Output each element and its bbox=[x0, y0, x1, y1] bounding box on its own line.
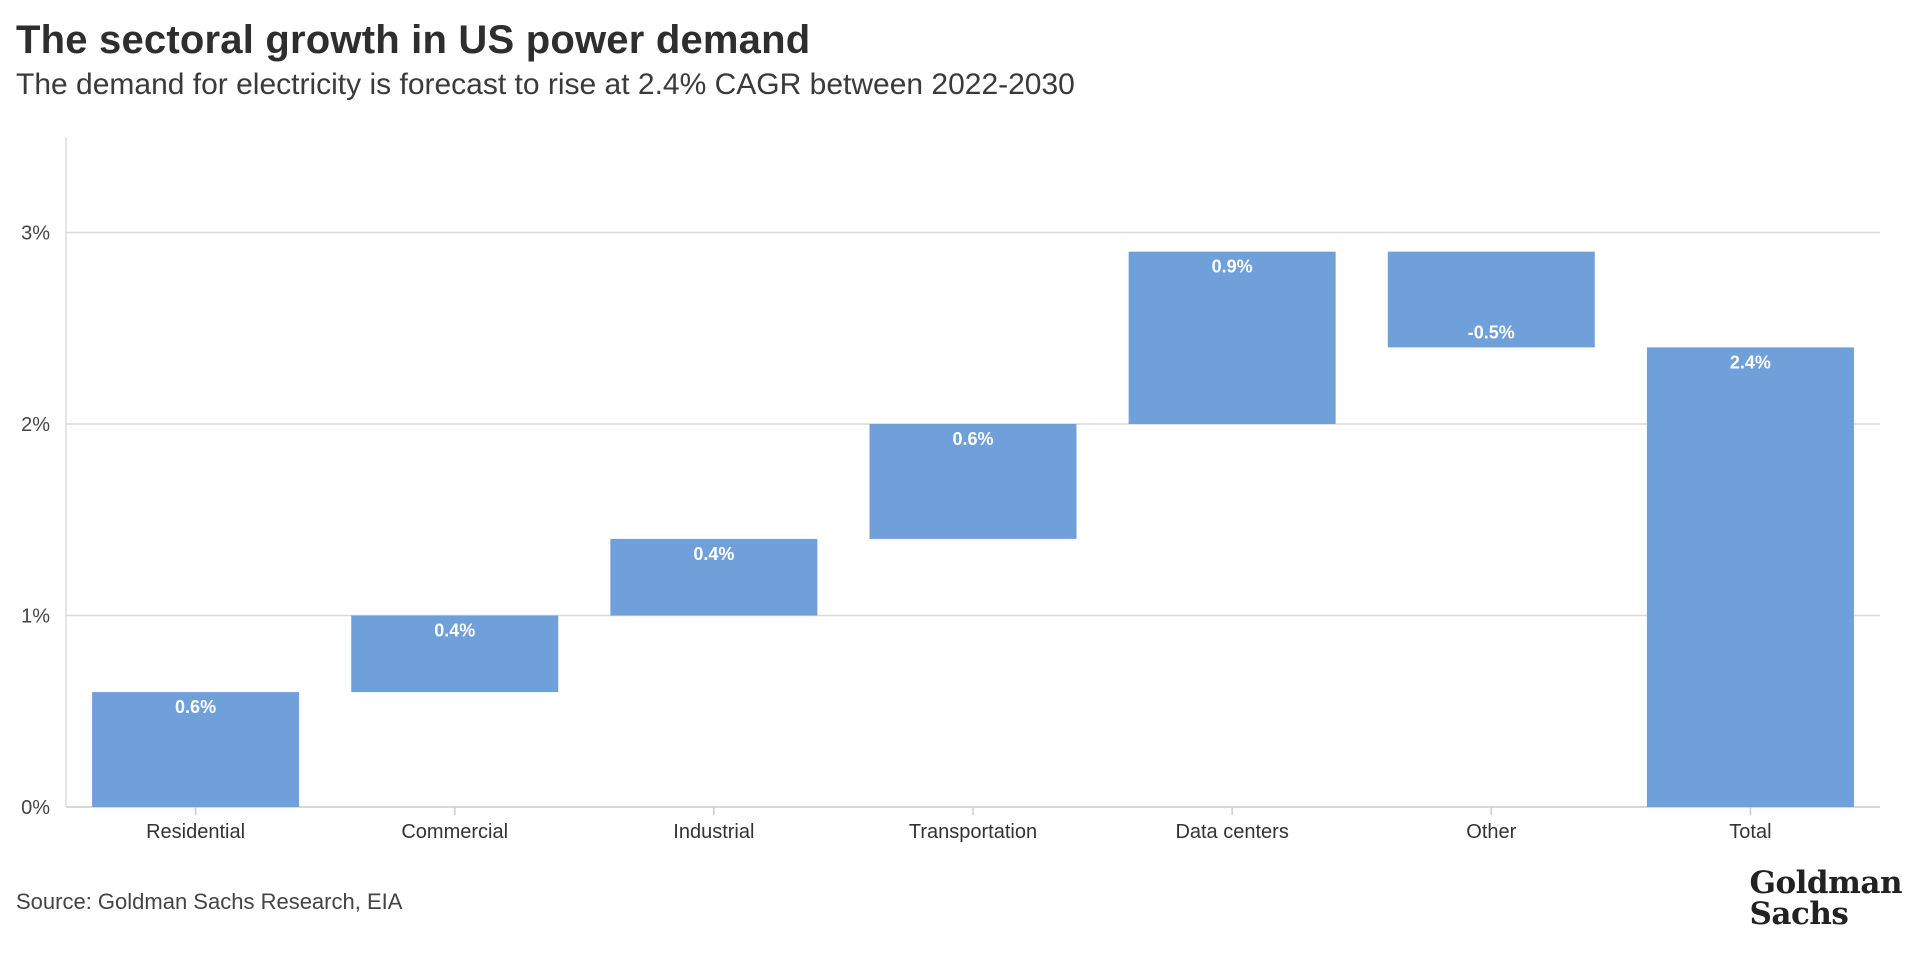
y-tick-label: 3% bbox=[21, 223, 50, 245]
x-tick-label: Other bbox=[1466, 821, 1516, 843]
goldman-sachs-logo: Goldman Sachs bbox=[1749, 868, 1902, 930]
chart-title: The sectoral growth in US power demand bbox=[16, 18, 811, 62]
source-note: Source: Goldman Sachs Research, EIA bbox=[16, 889, 403, 914]
bar-total bbox=[1646, 347, 1854, 807]
logo-line-1: Goldman bbox=[1749, 865, 1902, 901]
data-label: 0.4% bbox=[434, 621, 475, 641]
data-label: 0.9% bbox=[1212, 257, 1253, 277]
x-tick-label: Data centers bbox=[1175, 821, 1288, 843]
chart-subtitle: The demand for electricity is forecast t… bbox=[16, 68, 1075, 101]
y-tick-label: 2% bbox=[21, 414, 50, 436]
y-tick-label: 1% bbox=[21, 606, 50, 628]
x-tick-label: Commercial bbox=[401, 821, 508, 843]
data-label: 2.4% bbox=[1730, 352, 1771, 372]
bar-transportation bbox=[869, 424, 1077, 539]
x-tick-label: Industrial bbox=[673, 821, 754, 843]
bar-residential bbox=[92, 692, 300, 807]
bar-commercial bbox=[351, 615, 559, 693]
x-tick-label: Residential bbox=[146, 821, 245, 843]
x-tick-label: Transportation bbox=[909, 821, 1037, 843]
data-label: 0.4% bbox=[693, 544, 734, 564]
bar-data-centers bbox=[1128, 251, 1336, 424]
data-label: 0.6% bbox=[175, 697, 216, 717]
data-label: -0.5% bbox=[1468, 322, 1515, 342]
y-tick-label: 0% bbox=[21, 797, 50, 819]
x-tick-label: Total bbox=[1729, 821, 1771, 843]
logo-line-2: Sachs bbox=[1749, 896, 1849, 932]
data-label: 0.6% bbox=[952, 429, 993, 449]
bar-other bbox=[1387, 251, 1595, 348]
bar-industrial bbox=[610, 538, 818, 616]
